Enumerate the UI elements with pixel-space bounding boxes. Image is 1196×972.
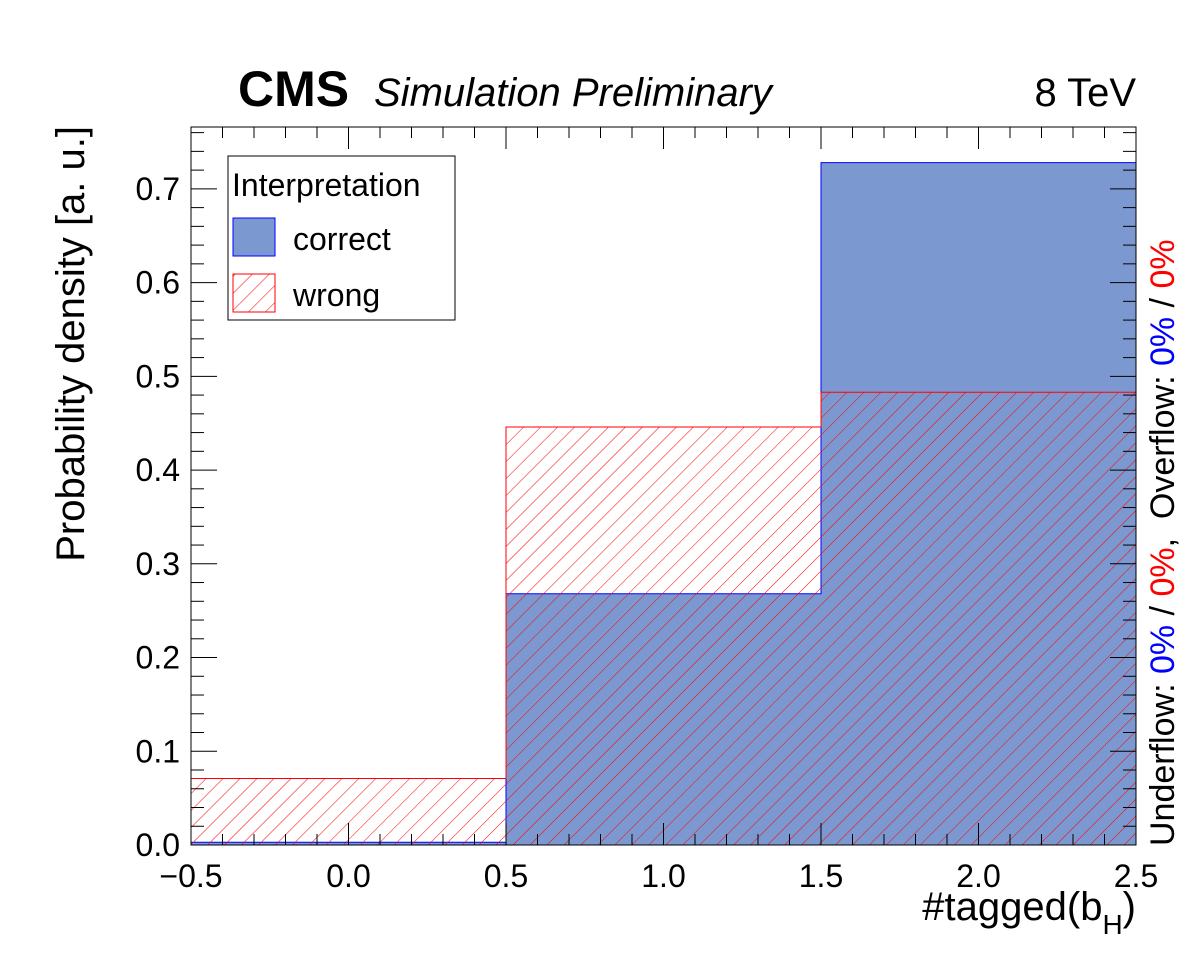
x-axis-title: #tagged(bH) [922, 885, 1136, 940]
bar-wrong-2 [821, 392, 1136, 845]
energy-label: 8 TeV [1034, 71, 1136, 115]
legend-label-wrong: wrong [292, 277, 380, 313]
underflow-label: Underflow: [1144, 674, 1182, 846]
x-axis-title-close: ) [1123, 885, 1136, 929]
overflow-wrong: 0% [1144, 239, 1182, 288]
x-tick-label: 1.0 [641, 858, 685, 894]
x-tick-label: −0.5 [159, 858, 222, 894]
x-tick-label: 0.0 [326, 858, 370, 894]
y-tick-label: 0.6 [136, 265, 180, 301]
subtitle-label: Simulation Preliminary [374, 71, 775, 115]
x-tick-label: 2.0 [956, 858, 1000, 894]
x-tick-label: 2.5 [1114, 858, 1158, 894]
legend-swatch-correct [232, 217, 276, 257]
y-tick-label: 0.3 [136, 546, 180, 582]
y-tick-label: 0.1 [136, 733, 180, 769]
underflow-separator: / [1144, 597, 1182, 625]
y-axis-title: Probability density [a. u.] [49, 126, 93, 562]
y-tick-label: 0.0 [136, 827, 180, 863]
x-tick-label: 1.5 [799, 858, 843, 894]
cms-label: CMS [238, 61, 349, 117]
overflow-correct: 0% [1144, 317, 1182, 366]
legend-label-correct: correct [293, 221, 391, 257]
outline-wrong [190, 391, 1137, 845]
bar-wrong-1 [506, 426, 821, 845]
legend-swatch-wrong [232, 273, 276, 313]
y-tick-label: 0.5 [136, 358, 180, 394]
y-tick-label: 0.2 [136, 640, 180, 676]
x-axis-title-subscript: H [1102, 909, 1122, 940]
y-tick-label: 0.4 [136, 452, 180, 488]
overflow-separator: / [1144, 289, 1182, 317]
underflow-wrong: 0% [1144, 547, 1182, 596]
x-tick-label: 0.5 [484, 858, 528, 894]
x-axis-tick-labels: −0.5 0.0 0.5 1.0 1.5 2.0 2.5 [159, 858, 1158, 894]
legend: Interpretation correct wrong [227, 155, 456, 321]
underflow-correct: 0% [1144, 625, 1182, 674]
y-axis-ticks [191, 132, 1136, 846]
y-tick-label: 0.7 [136, 171, 180, 207]
overflow-label: , Overflow: [1144, 366, 1182, 547]
y-axis-tick-labels: 0.0 0.1 0.2 0.3 0.4 0.5 0.6 0.7 [136, 171, 180, 863]
flow-note: Underflow: 0% / 0%, Overflow: 0% / 0% [1144, 239, 1182, 846]
series-wrong [190, 391, 1137, 845]
legend-title: Interpretation [232, 167, 421, 203]
